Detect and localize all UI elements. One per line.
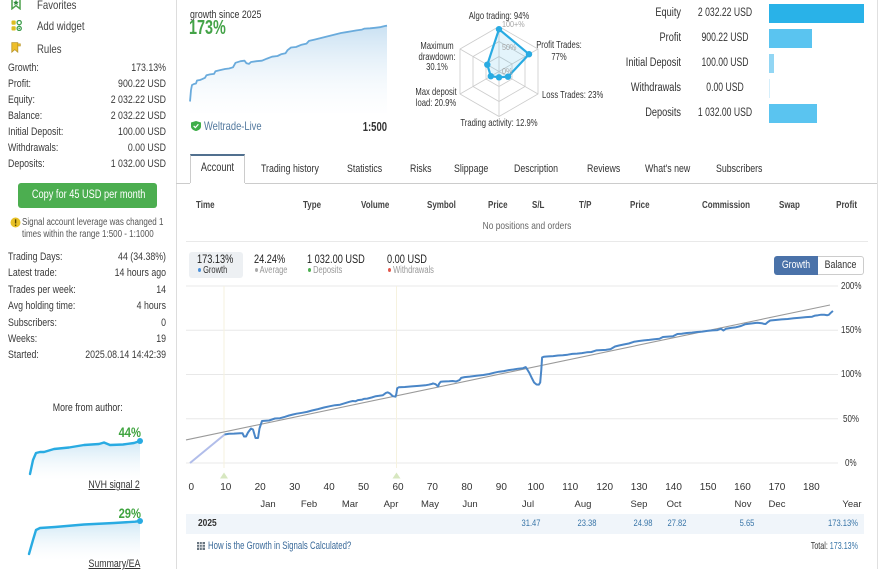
svg-text:0%: 0% [502,66,512,76]
svg-text:50%: 50% [502,42,516,52]
svg-text:100+%: 100+% [502,19,525,29]
